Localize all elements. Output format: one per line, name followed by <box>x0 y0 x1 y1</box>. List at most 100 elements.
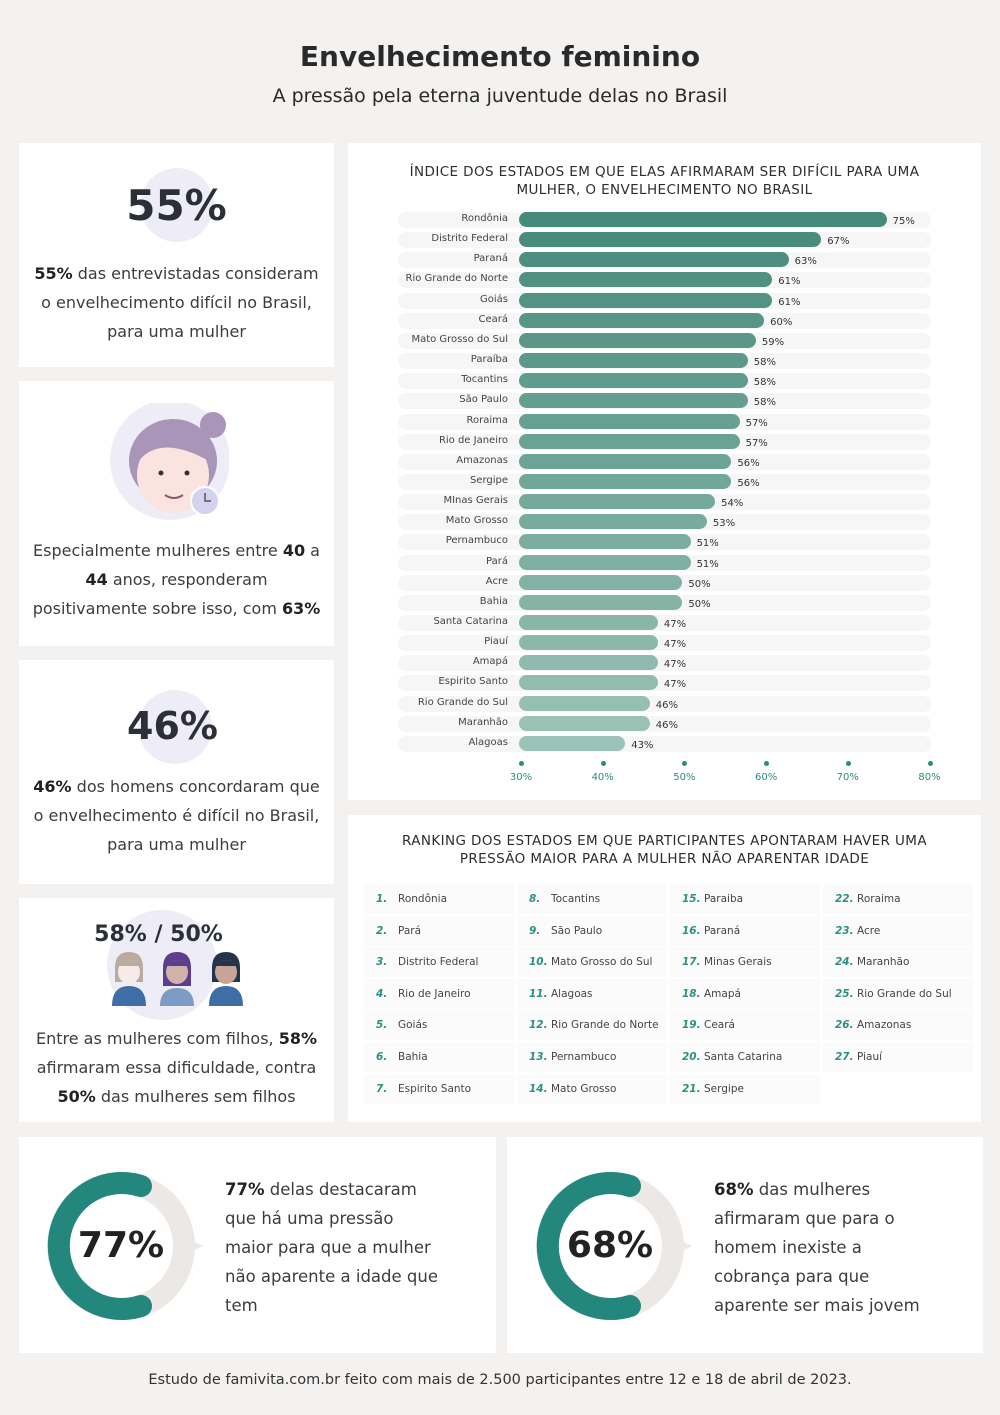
donut-77 <box>47 1172 203 1320</box>
rank-number: 13. <box>529 1051 548 1063</box>
bar <box>519 514 707 530</box>
rank-state: Amazonas <box>857 1019 912 1032</box>
stat-text: 46% dos homens concordaram que o envelhe… <box>29 772 324 859</box>
footer-source: Estudo de famivita.com.br feito com mais… <box>148 1372 852 1388</box>
rank-number: 7. <box>376 1082 388 1095</box>
page-title: Envelhecimento feminino <box>299 40 701 73</box>
bar <box>519 413 740 429</box>
rank-state: Sergipe <box>704 1082 744 1095</box>
text-part: das mulheres sem filhos <box>95 1087 296 1106</box>
bar <box>519 212 887 227</box>
bar <box>519 373 748 389</box>
text-bold: 77% <box>225 1180 265 1199</box>
rank-state: Piauí <box>857 1051 883 1063</box>
ranking-item: 23. Acre <box>823 915 973 946</box>
ranking-item: 24. Maranhão <box>823 947 973 978</box>
bar-category-label: MInas Gerais <box>443 495 508 507</box>
stat-card-46: 46% 46% dos homens concordaram que o env… <box>19 660 334 884</box>
stat-card-children: 58% / 50% Entre as mulheres com filhos, … <box>19 898 334 1122</box>
bar-value-label: 47% <box>663 659 687 671</box>
chart-title: ÍNDICE DOS ESTADOS EM QUE ELAS AFIRMARAM… <box>409 164 920 198</box>
text-bold: 63% <box>281 599 321 618</box>
bar-category-label: São Paulo <box>459 394 508 406</box>
ranking-item: 7. Espirito Santo <box>364 1073 514 1104</box>
ranking-item: 10. Mato Grosso do Sul <box>517 947 667 978</box>
bar-value-label: 51% <box>696 558 719 570</box>
rank-number: 21. <box>682 1082 701 1095</box>
bar <box>519 494 716 510</box>
bar-category-label: Paraíba <box>470 354 508 366</box>
rank-number: 4. <box>376 987 388 1000</box>
bar-category-label: Mato Grosso <box>445 515 508 527</box>
stat-big-number: 58% / 50% <box>94 922 223 947</box>
x-tick-dot <box>519 761 524 766</box>
bar-category-label: Espirito Santo <box>438 676 508 688</box>
stat-big-number: 55% <box>126 181 227 230</box>
ranking-item: 9. São Paulo <box>517 915 667 946</box>
bar-value-label: 54% <box>721 498 744 510</box>
text-part: a <box>305 541 320 560</box>
women-group-icon <box>112 952 243 1006</box>
donut-value: 77% <box>77 1225 165 1266</box>
stat-bold: 46% <box>33 777 72 796</box>
bar-category-label: Rondônia <box>461 213 508 224</box>
stat-desc: das entrevistadas consideram o envelheci… <box>41 264 319 341</box>
bar-category-label: Amapá <box>472 656 508 668</box>
bar <box>519 252 789 268</box>
bar <box>519 292 773 308</box>
text-part: afirmaram essa dificuldade, contra <box>36 1058 317 1077</box>
rank-state: Paraiba <box>704 893 744 905</box>
bar-value-label: 58% <box>753 377 776 389</box>
bar <box>519 675 658 691</box>
bar-category-label: Pernambuco <box>445 535 508 547</box>
bar-value-label: 46% <box>655 719 678 731</box>
stat-text: 55% das entrevistadas consideram o envel… <box>29 259 324 346</box>
ranking-item: 16. Paraná <box>670 915 820 946</box>
text-bold: 58% <box>278 1029 318 1048</box>
rank-number: 16. <box>682 924 701 937</box>
stat-bold: 55% <box>34 264 73 283</box>
bar-category-label: Mato Grosso do Sul <box>411 333 508 345</box>
ranking-item: 8. Tocantins <box>517 884 667 914</box>
donut-text: 68% das mulheres afirmaram que para o ho… <box>714 1175 934 1320</box>
bar <box>519 635 658 651</box>
x-tick-dot <box>600 761 606 766</box>
bar <box>519 615 658 630</box>
bar-category-label: Ceará <box>478 313 508 325</box>
rank-state: Maranhão <box>857 956 910 969</box>
stat-desc: dos homens concordaram que o envelhecime… <box>33 777 320 854</box>
ranking-item: 18. Amapá <box>670 978 820 1009</box>
x-tick-dot <box>764 761 770 766</box>
rank-number: 26. <box>835 1019 854 1032</box>
stat-big-number: 46% <box>127 704 218 748</box>
bar-category-label: Acre <box>485 575 508 587</box>
rank-state: Tocantins <box>551 893 601 905</box>
donut-card-68: 68% 68% das mulheres afirmaram que para … <box>507 1137 983 1353</box>
rank-number: 19. <box>682 1019 701 1032</box>
rank-state: Santa Catarina <box>704 1051 783 1063</box>
bar-value-label: 57% <box>745 417 768 429</box>
ranking-item: 26. Amazonas <box>823 1010 973 1041</box>
ranking-item: 21. Sergipe <box>670 1073 820 1104</box>
rank-state: Rio de Janeiro <box>398 987 471 1000</box>
bar <box>519 312 765 328</box>
rank-state: Pernambuco <box>551 1051 617 1063</box>
stat-card-55: 55% 55% das entrevistadas consideram o e… <box>19 143 334 367</box>
rank-state: Distrito Federal <box>398 956 479 969</box>
text-bold: 40 <box>282 541 306 560</box>
bar <box>519 393 748 409</box>
bar-value-label: 43% <box>631 739 654 751</box>
rank-number: 25. <box>835 987 854 1000</box>
bar-category-label: Paraná <box>473 253 508 265</box>
stat-text: Especialmente mulheres entre 40 a 44 ano… <box>29 536 324 623</box>
bar-value-label: 47% <box>663 679 687 691</box>
ranking-item: 4. Rio de Janeiro <box>364 978 514 1009</box>
rank-state: Bahia <box>398 1051 428 1063</box>
x-tick-label: 50% <box>673 772 696 783</box>
ranking-item: 6. Bahia <box>364 1042 514 1072</box>
rank-number: 15. <box>682 893 701 905</box>
rank-number: 11. <box>529 987 548 1000</box>
bar <box>519 353 748 369</box>
ranking-item: 25. Rio Grande do Sul <box>823 978 973 1009</box>
bar <box>519 554 691 570</box>
